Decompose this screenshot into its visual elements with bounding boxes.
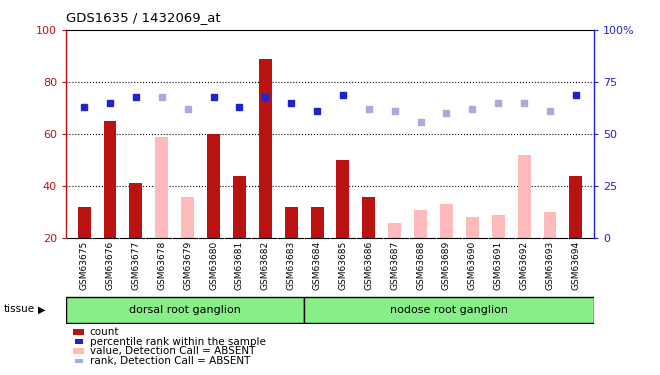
Bar [284,207,298,238]
Text: GSM63676: GSM63676 [106,240,114,290]
Bar [440,204,453,238]
Text: ▶: ▶ [38,304,46,314]
Text: GSM63683: GSM63683 [286,240,296,290]
Bar [207,134,220,238]
Text: GSM63684: GSM63684 [313,240,321,290]
Text: rank, Detection Call = ABSENT: rank, Detection Call = ABSENT [90,356,250,366]
Bar [304,297,594,323]
Bar [104,121,116,238]
Bar [492,215,505,238]
Bar [570,176,582,238]
Text: GSM63678: GSM63678 [157,240,166,290]
Bar [66,297,304,323]
Bar [155,136,168,238]
Text: tissue: tissue [3,304,34,314]
Text: GSM63688: GSM63688 [416,240,425,290]
Text: GSM63687: GSM63687 [390,240,399,290]
Text: GSM63694: GSM63694 [572,240,580,290]
Bar [337,160,349,238]
Text: percentile rank within the sample: percentile rank within the sample [90,337,265,346]
Text: GSM63682: GSM63682 [261,240,270,290]
Bar [517,155,531,238]
Text: GSM63691: GSM63691 [494,240,503,290]
Bar [233,176,246,238]
Bar [544,212,556,238]
Text: GSM63692: GSM63692 [519,240,529,290]
Bar [129,183,143,238]
Text: GSM63675: GSM63675 [80,240,88,290]
Bar [182,196,194,238]
Text: count: count [90,327,119,337]
Bar [414,210,427,238]
Text: GSM63690: GSM63690 [468,240,477,290]
Bar [311,207,323,238]
Bar [388,222,401,238]
Bar [466,217,478,238]
Text: dorsal root ganglion: dorsal root ganglion [129,305,241,315]
Bar [362,196,376,238]
Text: GSM63680: GSM63680 [209,240,218,290]
Text: GSM63685: GSM63685 [339,240,347,290]
Text: GSM63681: GSM63681 [235,240,244,290]
Text: GSM63679: GSM63679 [183,240,192,290]
Text: GSM63686: GSM63686 [364,240,374,290]
Bar [78,207,90,238]
Text: GSM63677: GSM63677 [131,240,141,290]
Text: GSM63693: GSM63693 [546,240,554,290]
Text: GDS1635 / 1432069_at: GDS1635 / 1432069_at [66,11,220,24]
Text: value, Detection Call = ABSENT: value, Detection Call = ABSENT [90,346,255,356]
Text: GSM63689: GSM63689 [442,240,451,290]
Text: nodose root ganglion: nodose root ganglion [390,305,508,315]
Bar [259,58,272,238]
